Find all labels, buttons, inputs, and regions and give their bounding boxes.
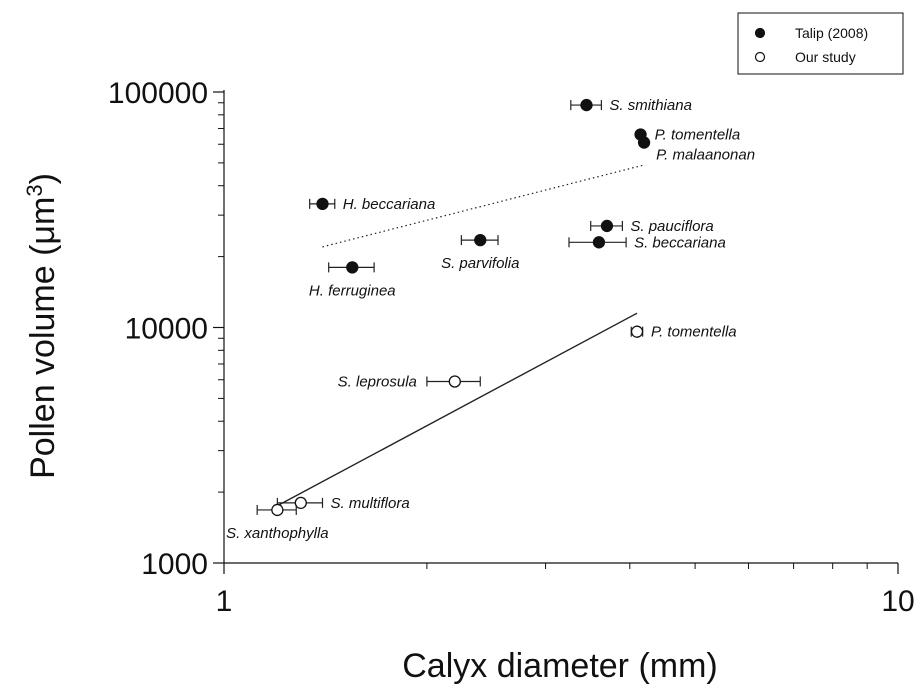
x-tick-label: 10 — [881, 585, 914, 618]
legend-marker — [754, 51, 766, 63]
legend-box — [737, 12, 904, 75]
data-point-our-study — [448, 375, 461, 388]
y-axis-title-superscript: 3 — [22, 184, 47, 196]
point-label: H. beccariana — [343, 196, 436, 213]
y-tick-label: 10000 — [125, 313, 208, 346]
trend-line-dotted — [322, 164, 645, 248]
point-label: S. beccariana — [634, 234, 726, 251]
data-point-talip — [580, 98, 593, 112]
legend-label: Our study — [795, 49, 856, 65]
point-label: S. smithiana — [609, 97, 692, 114]
legend: Talip (2008) Our study — [737, 12, 904, 75]
y-axis-title-close: ) — [24, 173, 62, 184]
axes: 1 10 1000 10000 100000 — [108, 77, 915, 618]
y-tick-label: 100000 — [108, 77, 208, 110]
data-point-our-study — [630, 325, 644, 338]
point-label: S. parvifolia — [441, 255, 519, 272]
point-label: H. ferruginea — [309, 282, 396, 299]
data-point-our-study — [271, 503, 284, 517]
point-label: S. pauciflora — [630, 218, 713, 235]
data-point-talip — [474, 233, 487, 247]
data-point-talip — [637, 136, 651, 149]
point-label: S. leprosula — [338, 373, 417, 390]
point-label: P. malaanonan — [656, 147, 755, 164]
point-label: S. xanthophylla — [226, 525, 329, 542]
data-point-our-study — [294, 496, 307, 510]
data-point-talip — [316, 197, 329, 211]
trend-line-solid — [277, 312, 638, 507]
y-axis-title-main: Pollen volume (μm — [24, 197, 62, 479]
data-point-talip — [592, 236, 606, 249]
legend-label: Talip (2008) — [795, 25, 868, 41]
y-tick-label: 1000 — [141, 548, 208, 581]
point-labels: S. smithiana P. tomentella P. malaanonan H.… — [226, 97, 755, 542]
y-axis-title: Pollen volume (μm3) — [22, 173, 62, 479]
data-points — [256, 98, 651, 517]
point-label: P. tomentella — [655, 126, 741, 143]
x-axis-title: Calyx diameter (mm) — [402, 647, 717, 685]
trend-lines — [277, 164, 645, 507]
point-label: S. multiflora — [330, 495, 409, 512]
data-point-talip — [346, 261, 359, 274]
data-point-talip — [600, 219, 614, 233]
point-label: P. tomentella — [651, 324, 737, 341]
legend-marker — [754, 27, 766, 39]
x-tick-label: 1 — [216, 585, 233, 618]
